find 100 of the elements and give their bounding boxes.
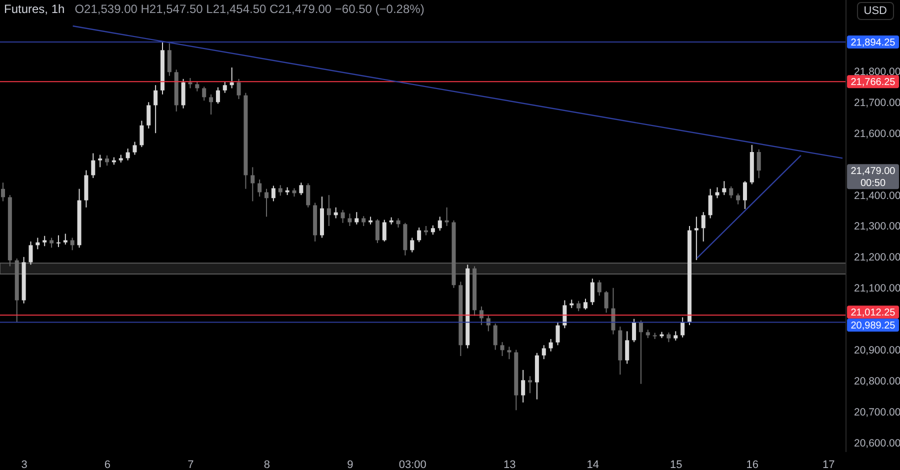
- candlestick: [167, 42, 172, 76]
- y-tick-label: 20,600.00: [854, 437, 900, 450]
- candlestick: [50, 237, 54, 248]
- candlestick: [542, 344, 546, 360]
- candlestick: [507, 346, 512, 360]
- candlestick: [354, 212, 359, 225]
- candlestick: [715, 186, 720, 199]
- y-tick-label: 21,200.00: [854, 252, 900, 264]
- candlestick: [500, 342, 504, 357]
- candlestick: [63, 233, 68, 246]
- x-tick-label: 9: [347, 458, 354, 470]
- ref-line-label: 21,012.25: [850, 308, 896, 319]
- x-tick-label: 14: [586, 458, 600, 470]
- candlestick: [126, 148, 130, 161]
- candlestick: [694, 216, 698, 261]
- x-tick-label: 15: [670, 458, 682, 470]
- x-tick-label: 16: [746, 458, 759, 470]
- candlestick: [556, 321, 560, 346]
- x-tick-label: 17: [822, 458, 835, 470]
- candlestick: [701, 212, 706, 242]
- candlestick: [638, 320, 643, 384]
- candlestick: [98, 154, 102, 168]
- candlestick: [417, 227, 422, 243]
- candlestick: [625, 330, 630, 364]
- ref-line-label: 21,766.25: [850, 77, 896, 88]
- chart-title: Futures, 1h: [4, 2, 65, 16]
- candlestick: [306, 182, 310, 208]
- candlestick: [258, 179, 262, 198]
- candlestick: [236, 78, 241, 100]
- candlestick: [222, 82, 227, 94]
- candlestick: [271, 185, 276, 202]
- candlestick: [348, 213, 352, 226]
- candlestick: [340, 209, 345, 224]
- candlestick: [583, 298, 588, 310]
- candlestick: [430, 224, 435, 236]
- candlestick: [521, 369, 526, 403]
- candlestick: [576, 300, 581, 312]
- candlestick: [181, 78, 186, 109]
- candlestick: [278, 184, 282, 196]
- candlestick: [1, 182, 5, 202]
- y-tick-label: 21,100.00: [854, 282, 900, 295]
- candlestick: [729, 186, 734, 199]
- candlestick: [202, 86, 206, 102]
- candlestick: [209, 94, 214, 116]
- candlestick: [362, 216, 366, 226]
- candlestick: [382, 219, 386, 242]
- candlestick: [479, 306, 484, 326]
- ref-line-label: 20,989.25: [850, 320, 896, 332]
- candlestick: [375, 218, 380, 244]
- x-tick-label: 3: [21, 458, 28, 470]
- candlestick: [132, 141, 137, 156]
- x-tick-label: 7: [188, 458, 194, 470]
- candlestick: [154, 84, 158, 134]
- x-tick-label: 13: [504, 458, 516, 470]
- candlestick: [666, 332, 671, 343]
- candlestick: [28, 240, 33, 266]
- candlestick: [444, 206, 449, 226]
- candlestick: [742, 180, 747, 210]
- candlestick: [264, 188, 269, 218]
- candlestick: [680, 316, 685, 338]
- candlestick: [326, 194, 331, 226]
- candlestick: [590, 278, 594, 306]
- ref-line-label: 21,894.25: [850, 38, 896, 49]
- y-tick-label: 21,600.00: [854, 128, 900, 140]
- candlestick: [674, 330, 678, 342]
- y-tick-label: 20,700.00: [854, 406, 900, 418]
- candlestick: [438, 216, 442, 232]
- candlestick: [632, 318, 636, 343]
- candlestick: [528, 376, 532, 394]
- candlestick: [410, 237, 414, 253]
- annotation: O21,539.00 H21,547.50 L21,454.50 C21,479.00 −60.50 (−0.28%): [74, 2, 424, 16]
- candlestick: [756, 148, 761, 179]
- candlestick: [146, 102, 151, 129]
- candlestick: [216, 86, 220, 104]
- candlestick: [299, 182, 304, 196]
- candlestick: [195, 82, 200, 92]
- text: USD: [856, 2, 894, 20]
- candlestick: [70, 237, 74, 251]
- y-tick-label: 21,800.00: [854, 66, 900, 78]
- candlestick: [611, 287, 616, 335]
- x-tick-label: 8: [264, 458, 270, 470]
- candlestick: [396, 218, 400, 228]
- candlestick: [548, 338, 553, 352]
- y-tick-label: 21,300.00: [854, 220, 900, 233]
- candlestick: [250, 166, 255, 202]
- x-tick-label: 6: [104, 458, 111, 470]
- candlestick: [736, 192, 740, 205]
- candlestick: [493, 323, 498, 350]
- candlestick: [105, 154, 110, 166]
- y-tick-label: 21,400.00: [854, 190, 900, 202]
- y-tick-label: 20,900.00: [854, 344, 900, 357]
- x-tick-label: 03:00: [398, 458, 426, 470]
- candlestick: [56, 234, 60, 248]
- candlestick: [140, 120, 144, 148]
- text: 21,479.00 00:50: [850, 166, 896, 190]
- candlestick: [722, 180, 726, 196]
- candlestick: [42, 235, 47, 247]
- candlestick: [597, 280, 602, 296]
- y-tick-label: 20,800.00: [854, 376, 900, 388]
- y-tick-label: 21,700.00: [854, 96, 900, 109]
